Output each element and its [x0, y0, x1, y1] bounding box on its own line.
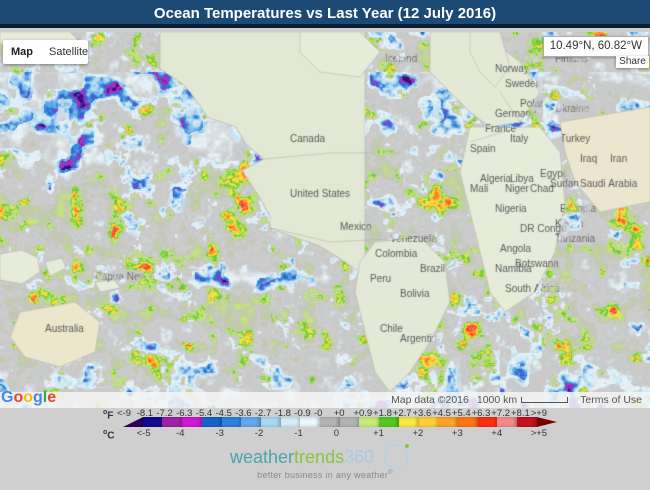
- svg-text:Google: Google: [1, 389, 56, 406]
- svg-text:weathertrends360: weathertrends360: [230, 447, 374, 467]
